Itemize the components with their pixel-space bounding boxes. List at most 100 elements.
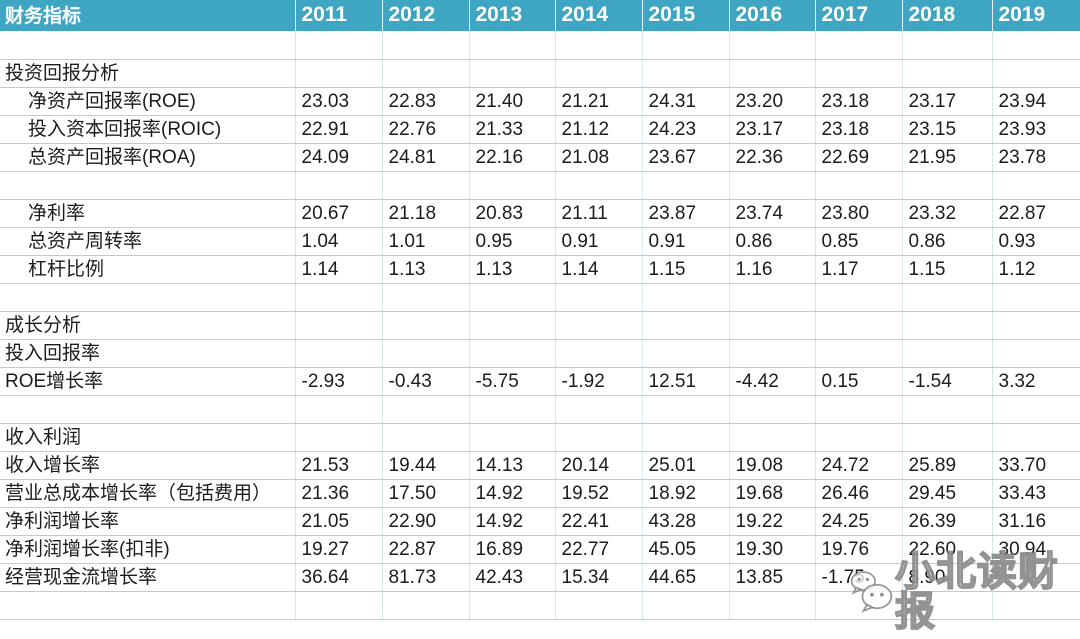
value-cell [641, 59, 729, 88]
year-header: 2015 [642, 0, 730, 31]
value-cell: 0.91 [554, 227, 642, 256]
value-cell [294, 59, 382, 88]
value-cell: 25.89 [901, 451, 992, 480]
value-cell: 19.27 [294, 535, 382, 564]
value-cell: 1.16 [728, 255, 815, 284]
year-header: 2016 [729, 0, 816, 31]
value-cell: 42.43 [468, 563, 555, 592]
value-cell: 20.14 [554, 451, 642, 480]
value-cell [554, 591, 642, 620]
header-row: 财务指标 2011 2012 2013 2014 2015 2016 2017 2018 201… [0, 0, 1080, 31]
value-cell [554, 283, 642, 312]
value-cell [554, 59, 642, 88]
year-header: 2013 [469, 0, 556, 31]
value-cell: 24.23 [641, 115, 729, 144]
value-cell: 1.13 [468, 255, 555, 284]
value-cell [991, 563, 1080, 592]
value-cell [901, 591, 992, 620]
value-cell: 12.51 [641, 367, 729, 396]
value-cell: 0.15 [814, 367, 902, 396]
value-cell: 21.36 [294, 479, 382, 508]
value-cell [901, 31, 992, 60]
value-cell: 23.94 [991, 87, 1080, 116]
data-row: 收入增长率 21.53 19.44 14.13 20.14 25.01 19.08 24.72… [0, 451, 1080, 480]
value-cell: 15.34 [554, 563, 642, 592]
value-cell: 33.43 [991, 479, 1080, 508]
data-row: 投入资本回报率(ROIC) 22.91 22.76 21.33 21.12 24.23 23… [0, 115, 1080, 144]
row-label [0, 31, 295, 60]
value-cell [294, 591, 382, 620]
row-label: 投资回报分析 [0, 59, 295, 88]
value-cell [641, 283, 729, 312]
value-cell [294, 283, 382, 312]
value-cell: 0.91 [641, 227, 729, 256]
value-cell: 22.77 [554, 535, 642, 564]
value-cell: 23.32 [901, 199, 992, 228]
value-cell [991, 395, 1080, 424]
value-cell: 22.69 [814, 143, 902, 172]
row-label [0, 283, 295, 312]
year-header: 2019 [992, 0, 1080, 31]
value-cell [901, 283, 992, 312]
value-cell: 23.20 [728, 87, 815, 116]
data-row: 净利润增长率 21.05 22.90 14.92 22.41 43.28 19.22 24.2… [0, 507, 1080, 536]
value-cell [294, 339, 382, 368]
value-cell: 22.76 [381, 115, 469, 144]
value-cell [294, 31, 382, 60]
year-header: 2017 [815, 0, 903, 31]
value-cell [728, 59, 815, 88]
value-cell: 33.70 [991, 451, 1080, 480]
value-cell: 24.81 [381, 143, 469, 172]
value-cell: 21.05 [294, 507, 382, 536]
value-cell: 1.15 [901, 255, 992, 284]
value-cell [468, 395, 555, 424]
value-cell: 23.78 [991, 143, 1080, 172]
value-cell [381, 59, 469, 88]
value-cell: 19.68 [728, 479, 815, 508]
value-cell: 23.93 [991, 115, 1080, 144]
data-row: 总资产回报率(ROA) 24.09 24.81 22.16 21.08 23.67 22.3… [0, 143, 1080, 172]
value-cell [468, 591, 555, 620]
value-cell: 20.67 [294, 199, 382, 228]
value-cell: 22.87 [381, 535, 469, 564]
value-cell [728, 395, 815, 424]
value-cell [381, 31, 469, 60]
value-cell [641, 31, 729, 60]
value-cell: 22.16 [468, 143, 555, 172]
value-cell: 16.89 [468, 535, 555, 564]
value-cell: 22.41 [554, 507, 642, 536]
data-row: 总资产周转率 1.04 1.01 0.95 0.91 0.91 0.86 0.85 0.86 0.… [0, 227, 1080, 256]
value-cell: 24.25 [814, 507, 902, 536]
value-cell [294, 423, 382, 452]
value-cell [641, 395, 729, 424]
value-cell: 31.16 [991, 507, 1080, 536]
value-cell: 21.21 [554, 87, 642, 116]
value-cell [294, 311, 382, 340]
value-cell: 44.65 [641, 563, 729, 592]
value-cell [814, 423, 902, 452]
value-cell: 14.92 [468, 479, 555, 508]
value-cell: 19.44 [381, 451, 469, 480]
row-label: 净利率 [0, 199, 295, 228]
value-cell [641, 311, 729, 340]
value-cell: -1.54 [901, 367, 992, 396]
value-cell: 26.46 [814, 479, 902, 508]
value-cell [468, 31, 555, 60]
value-cell: 14.92 [468, 507, 555, 536]
value-cell: 21.40 [468, 87, 555, 116]
value-cell: 14.13 [468, 451, 555, 480]
value-cell [381, 339, 469, 368]
value-cell: 19.30 [728, 535, 815, 564]
value-cell: 81.73 [381, 563, 469, 592]
value-cell: 0.85 [814, 227, 902, 256]
value-cell: 0.95 [468, 227, 555, 256]
value-cell: 25.01 [641, 451, 729, 480]
row-label: ROE增长率 [0, 367, 295, 396]
value-cell [381, 423, 469, 452]
value-cell: 24.09 [294, 143, 382, 172]
table-title: 财务指标 [0, 0, 296, 31]
value-cell [641, 171, 729, 200]
value-cell: 22.90 [381, 507, 469, 536]
value-cell [728, 423, 815, 452]
value-cell [814, 339, 902, 368]
